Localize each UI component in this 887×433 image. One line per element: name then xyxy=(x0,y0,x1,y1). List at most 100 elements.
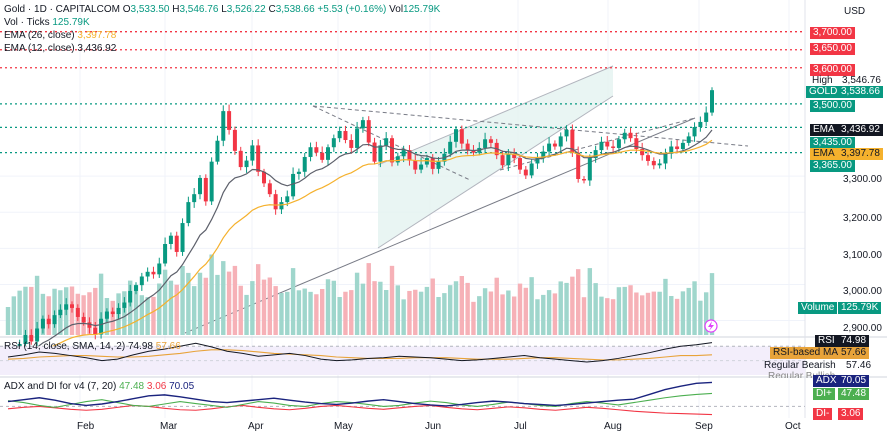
currency-label[interactable]: USD xyxy=(844,6,866,17)
level-tag-3435[interactable]: 3,435.00 xyxy=(810,137,855,149)
candle-body xyxy=(523,169,528,176)
time-feb: Feb xyxy=(77,421,95,432)
adx-legend[interactable]: ADX and DI for v4 (7, 20) 47.48 3.06 70.… xyxy=(4,381,195,392)
ema-slow-tag[interactable]: 3,397.78 xyxy=(838,148,883,160)
rsi-tag[interactable]: 74.98 xyxy=(838,335,870,347)
volume-bar xyxy=(93,287,98,335)
candle-body xyxy=(680,142,685,150)
candle-body xyxy=(180,223,185,252)
ema26-legend[interactable]: EMA (26, close) 3,397.78 xyxy=(4,30,117,41)
candle-body xyxy=(413,160,418,170)
rsi-legend-value: 74.98 xyxy=(127,341,153,352)
candle-body xyxy=(564,129,569,137)
symbol-legend[interactable]: Gold · 1D · CAPITALCOM O3,533.50 H3,546.… xyxy=(4,4,441,15)
candle-body xyxy=(302,156,307,172)
level-tag-3650[interactable]: 3,650.00 xyxy=(810,43,855,55)
candle-body xyxy=(203,177,208,202)
vol-ticks-legend[interactable]: Vol · Ticks 125.79K xyxy=(4,17,90,28)
volume-bar xyxy=(459,276,465,335)
candle-body xyxy=(646,155,650,161)
candle-body xyxy=(337,130,342,139)
candle-body xyxy=(320,152,325,160)
diplus-tag[interactable]: 47.48 xyxy=(838,388,870,400)
volume-bar xyxy=(157,283,162,335)
ema-fast-label[interactable]: EMA xyxy=(810,124,838,136)
ema26-value: 3,397.78 xyxy=(77,30,117,41)
candle-body xyxy=(465,143,470,151)
candle-body xyxy=(541,151,546,159)
candle-body xyxy=(448,141,453,154)
ema12-legend[interactable]: EMA (12, close) 3,436.92 xyxy=(4,43,117,54)
candle-body xyxy=(663,153,668,164)
rsi-ma-label[interactable]: RSI-based MA xyxy=(770,347,842,359)
candle-body xyxy=(52,315,57,325)
candle-body xyxy=(599,141,604,151)
high-label: High xyxy=(812,75,833,86)
candle-body xyxy=(308,147,313,157)
ema-fast-tag[interactable]: 3,436.92 xyxy=(838,124,883,136)
candle-body xyxy=(232,129,237,151)
candle-body xyxy=(366,120,371,143)
volume-bar xyxy=(279,293,284,335)
level-tag-3700[interactable]: 3,700.00 xyxy=(810,27,855,39)
volume-bar xyxy=(337,297,342,335)
volume-bar xyxy=(273,286,278,335)
channel-top xyxy=(377,65,614,166)
candle-body xyxy=(401,150,406,157)
volume-bar xyxy=(378,281,383,335)
candle-body xyxy=(99,318,104,335)
di-minus-line xyxy=(7,404,713,416)
adx-tag-label[interactable]: ADX xyxy=(813,375,840,387)
ema-slow-label[interactable]: EMA xyxy=(810,148,838,160)
volume-bar xyxy=(139,295,145,335)
volume-tag[interactable]: 125.79K xyxy=(838,302,882,314)
gold-label[interactable]: GOLD xyxy=(806,86,841,98)
candle-body xyxy=(145,271,150,277)
time-jun: Jun xyxy=(425,421,442,432)
diminus-tag-label[interactable]: DI- xyxy=(813,408,833,420)
candle-body xyxy=(209,161,214,202)
vol-value: 125.79K xyxy=(403,4,441,15)
candle-body xyxy=(349,140,354,148)
candle-body xyxy=(407,150,412,161)
candle-body xyxy=(372,142,377,162)
low-value: 3,526.22 xyxy=(226,4,266,15)
candle-body xyxy=(506,154,511,166)
candle-body xyxy=(390,138,394,163)
diplus-tag-label[interactable]: DI+ xyxy=(813,388,835,400)
candle-body xyxy=(192,194,197,203)
high-tag: 3,546.76 xyxy=(842,75,881,86)
candle-body xyxy=(483,139,488,148)
candle-body xyxy=(75,307,80,317)
candle-body xyxy=(244,160,249,168)
volume-label[interactable]: Volume xyxy=(798,302,838,314)
diminus-tag[interactable]: 3.06 xyxy=(838,408,864,420)
volume-bar xyxy=(203,277,209,335)
volume-bar xyxy=(401,299,406,335)
volume-bar xyxy=(506,290,511,335)
volume-bar xyxy=(651,291,657,335)
candle-body xyxy=(279,202,284,210)
volume-bar xyxy=(180,266,185,335)
level-tag-3365[interactable]: 3,365.00 xyxy=(810,160,855,172)
volume-bar xyxy=(191,286,197,335)
rsi-tag-label[interactable]: RSI xyxy=(815,335,838,347)
gold-price-tag[interactable]: 3,538.66 xyxy=(838,86,883,98)
volume-bar xyxy=(477,296,482,335)
level-tag-3500[interactable]: 3,500.00 xyxy=(810,100,855,112)
rsi-legend[interactable]: RSI (14, close, SMA, 14, 2) 74.98 57.66 xyxy=(4,341,181,352)
level-tag-3600[interactable]: 3,600.00 xyxy=(810,64,855,76)
candle-body xyxy=(81,316,86,323)
candle-body xyxy=(221,111,226,141)
bullish-label: Regular Bullish xyxy=(768,371,836,382)
candle-body xyxy=(628,132,633,139)
candle-body xyxy=(395,156,400,163)
volume-bar xyxy=(319,289,325,335)
rsi-ma-tag[interactable]: 57.66 xyxy=(838,347,870,359)
volume-bar xyxy=(395,285,401,335)
ema-slow-line xyxy=(7,139,713,360)
change-value: +5.53 (+0.16%) xyxy=(317,4,387,15)
candle-body xyxy=(70,304,74,308)
adx-tag[interactable]: 70.05 xyxy=(838,375,870,387)
